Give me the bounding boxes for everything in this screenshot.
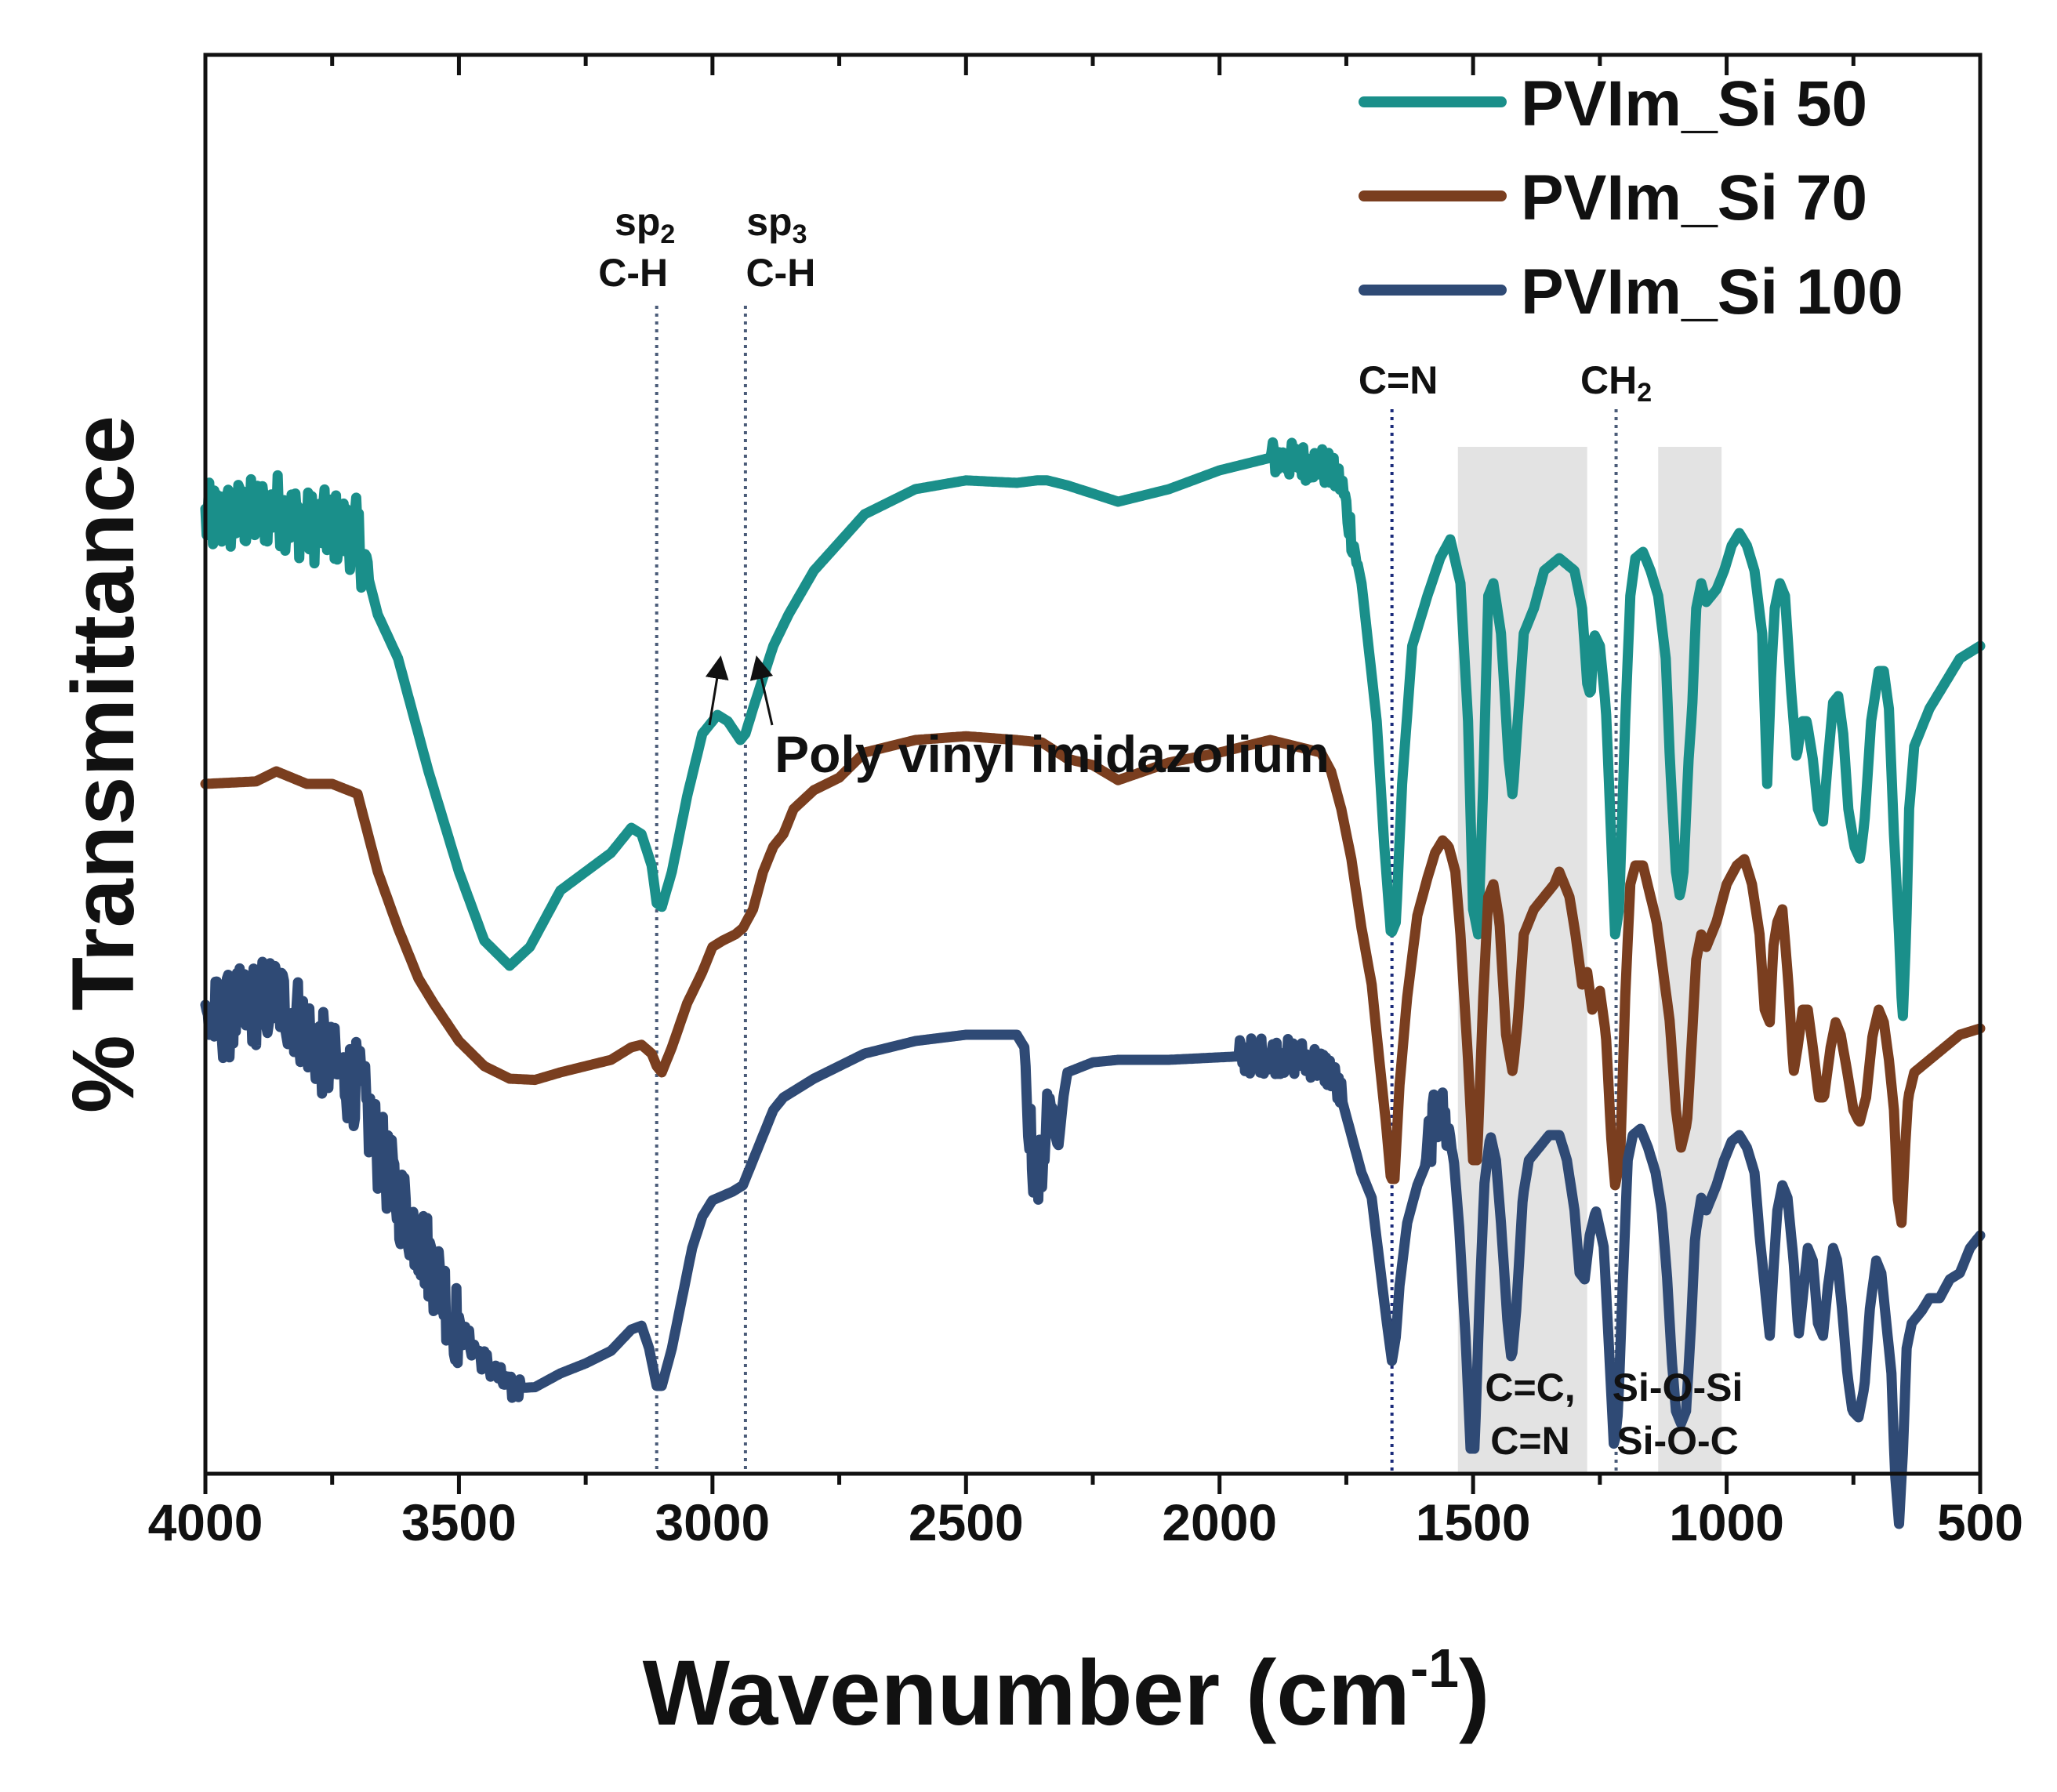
anno-sp3-sub: 3 — [793, 219, 807, 249]
x-tick-label: 2500 — [909, 1493, 1024, 1551]
x-axis-title-close: ) — [1459, 1641, 1489, 1745]
anno-cn: C=N — [1359, 358, 1438, 402]
anno-band1-line1: C=C, — [1485, 1366, 1575, 1409]
legend-label-2: PVIm_Si 70 — [1521, 162, 1867, 234]
arrow-poly-2 — [749, 655, 774, 726]
anno-poly-vinyl-imidazolium: Poly vinyl imidazolium — [775, 725, 1330, 783]
x-axis-title: Wavenumber (cm-1) — [643, 1638, 1490, 1745]
axes: 4000 3500 3000 2500 2000 1500 1000 500 Wavenumbe… — [54, 53, 2023, 1745]
series-line-2 — [200, 731, 1986, 1228]
x-tick-label: 1000 — [1669, 1493, 1784, 1551]
series-line-1 — [200, 437, 1986, 1021]
anno-sp2-main: sp — [615, 200, 660, 244]
x-tick-label: 1500 — [1416, 1493, 1531, 1551]
x-tick-label: 3000 — [655, 1493, 770, 1551]
legend: PVIm_Si 50 PVIm_Si 70 PVIm_Si 100 — [1359, 68, 1903, 328]
anno-band2-line2: Si-O-C — [1616, 1419, 1739, 1463]
anno-band2-line1: Si-O-Si — [1613, 1366, 1743, 1409]
anno-band1-line2: C=N — [1490, 1419, 1569, 1463]
anno-sp3: sp3 — [746, 200, 807, 249]
anno-sp2-sub: 2 — [660, 219, 675, 249]
series-group — [200, 437, 1986, 1529]
x-axis-title-sup: -1 — [1410, 1638, 1459, 1699]
anno-sp2: sp2 — [615, 200, 675, 249]
x-tick-label: 3500 — [401, 1493, 517, 1551]
series-line-3 — [200, 956, 1986, 1529]
anno-sp2-bond: C-H — [598, 251, 668, 295]
x-axis-title-main: Wavenumber (cm — [643, 1641, 1410, 1745]
anno-ch2: CH2 — [1580, 358, 1652, 408]
anno-sp3-bond: C-H — [746, 251, 815, 295]
x-tick-label: 4000 — [148, 1493, 263, 1551]
anno-sp3-main: sp — [746, 200, 792, 244]
legend-label-1: PVIm_Si 50 — [1521, 68, 1867, 140]
x-tick-label: 2000 — [1162, 1493, 1277, 1551]
peak-marker-lines — [655, 306, 1618, 1474]
x-tick-label: 500 — [1937, 1493, 2023, 1551]
anno-ch2-sub: 2 — [1637, 378, 1652, 408]
anno-ch2-main: CH — [1580, 358, 1637, 402]
arrow-poly-1 — [705, 655, 729, 726]
y-axis-title: % Transmittance — [54, 415, 152, 1113]
legend-label-3: PVIm_Si 100 — [1521, 256, 1903, 328]
